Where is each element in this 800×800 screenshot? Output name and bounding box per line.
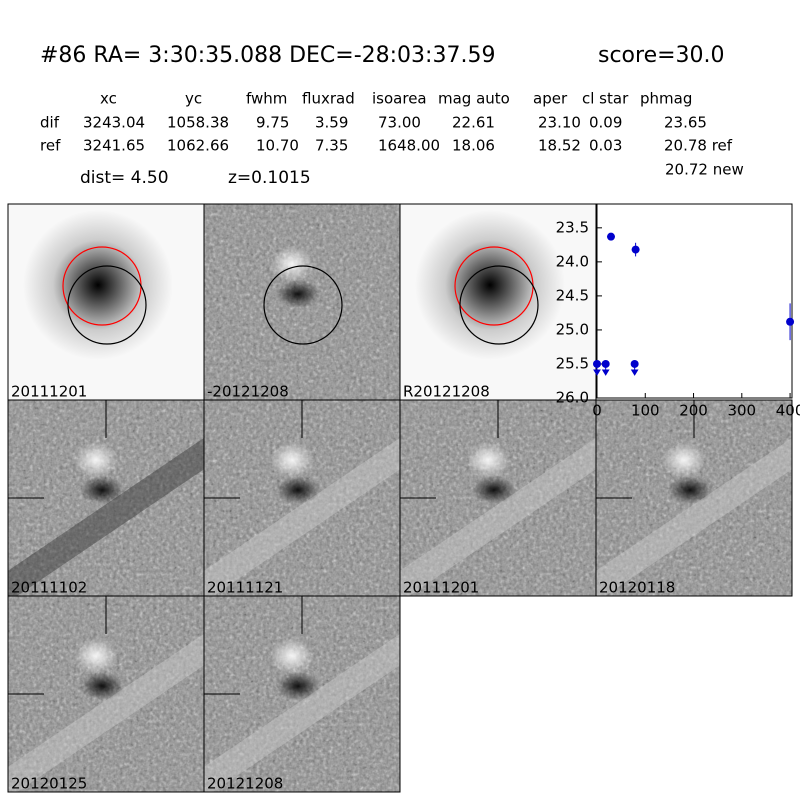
- stamp-label: 20121208: [207, 775, 283, 793]
- streak: [204, 633, 400, 792]
- point: [786, 317, 795, 326]
- stamp: [8, 400, 204, 596]
- redshift: z=0.1015: [228, 168, 311, 188]
- dark-blob: [276, 280, 320, 308]
- table-cell: 18.52: [538, 137, 581, 155]
- table-cell: ref: [40, 137, 61, 155]
- stamp-label: -20121208: [207, 383, 289, 401]
- light-blob: [74, 442, 118, 478]
- column-header: aper: [533, 90, 568, 108]
- stamp: [204, 204, 400, 400]
- table-cell: 9.75: [256, 114, 289, 132]
- stamps: 20111201 -20121208 R20121208 20111102 201111…: [7, 203, 793, 793]
- table-cell: 0.03: [589, 137, 622, 155]
- galaxy: [415, 210, 565, 360]
- y-tick-label: 23.5: [556, 218, 589, 236]
- column-header: yc: [185, 90, 202, 108]
- x-tick-label: 300: [727, 402, 756, 420]
- stamp: [8, 596, 204, 792]
- table-cell: 20.78 ref: [664, 137, 733, 155]
- title: #86 RA= 3:30:35.088 DEC=-28:03:37.59: [40, 43, 495, 68]
- stamp-frame: [203, 595, 401, 793]
- y-tick-label: 24.0: [556, 252, 589, 270]
- table-cell: 18.06: [452, 137, 495, 155]
- stamp-label: R20121208: [403, 383, 490, 401]
- table-cell: 3.59: [315, 114, 348, 132]
- light-blob: [270, 638, 314, 674]
- stamp-frame: [595, 399, 793, 597]
- stamp-label: 20111102: [11, 579, 87, 597]
- stamp-label: 20111201: [403, 579, 479, 597]
- point: [606, 232, 615, 241]
- y-tick-label: 26.0: [556, 389, 589, 407]
- stamp: [8, 204, 204, 400]
- limit-arrow: [630, 363, 639, 376]
- dark-blob: [276, 476, 320, 504]
- y-tick-label: 25.0: [556, 320, 589, 338]
- streak: [204, 437, 400, 596]
- dark-blob: [276, 672, 320, 700]
- table-cell: 23.65: [664, 114, 707, 132]
- light-blob: [466, 442, 510, 478]
- light-blob: [74, 638, 118, 674]
- stamp-label: 20111121: [207, 579, 283, 597]
- stamp-label: 20120118: [599, 579, 675, 597]
- light-blob: [662, 442, 706, 478]
- dist: dist= 4.50: [80, 168, 169, 188]
- streak: [8, 437, 204, 596]
- table-cell: 3243.04: [83, 114, 145, 132]
- limit-arrow: [593, 363, 601, 376]
- y-tick-label: 25.5: [556, 354, 589, 372]
- table-cell: 1648.00: [378, 137, 440, 155]
- point: [631, 245, 640, 254]
- dark-blob: [668, 476, 712, 504]
- phmag-new: 20.72 new: [665, 161, 744, 179]
- table-cell: 1062.66: [167, 137, 229, 155]
- streak: [8, 633, 204, 792]
- table-cell: 22.61: [452, 114, 495, 132]
- x-tick-label: 0: [592, 402, 602, 420]
- x-tick-label: 100: [631, 402, 660, 420]
- x-tick-label: 200: [679, 402, 708, 420]
- stamp-label: 20120125: [11, 775, 87, 793]
- column-header: cl star: [582, 90, 629, 108]
- column-header: fwhm: [246, 90, 287, 108]
- score: score=30.0: [598, 43, 725, 68]
- dark-blob: [472, 476, 516, 504]
- stamp: [204, 400, 400, 596]
- stamp: [204, 596, 400, 792]
- x-tick-label: 400: [776, 402, 800, 420]
- table-cell: 23.10: [538, 114, 581, 132]
- table-cell: dif: [40, 114, 60, 132]
- plot-area: [596, 203, 793, 399]
- stamp: [400, 204, 596, 400]
- ring-black: [67, 265, 147, 345]
- stamp-label: 20111201: [11, 383, 87, 401]
- dark-blob: [80, 672, 124, 700]
- column-header: mag auto: [438, 90, 510, 108]
- ring-black: [459, 265, 539, 345]
- streak: [400, 437, 596, 596]
- y-tick-label: 24.5: [556, 286, 589, 304]
- table-cell: 0.09: [589, 114, 622, 132]
- column-header: isoarea: [372, 90, 427, 108]
- table-cell: 1058.38: [167, 114, 229, 132]
- dark-blob: [80, 476, 124, 504]
- table-cell: 10.70: [256, 137, 299, 155]
- light-blob: [270, 442, 314, 478]
- limit-arrow: [601, 363, 610, 376]
- stamp: [400, 400, 596, 596]
- galaxy: [23, 210, 173, 360]
- column-header: xc: [100, 90, 117, 108]
- stamp: [596, 400, 792, 596]
- column-header: phmag: [640, 90, 692, 108]
- ring-black: [263, 265, 343, 345]
- table-cell: 73.00: [378, 114, 421, 132]
- streak: [596, 437, 792, 596]
- table-cell: 7.35: [315, 137, 348, 155]
- table-cell: 3241.65: [83, 137, 145, 155]
- column-header: fluxrad: [302, 90, 355, 108]
